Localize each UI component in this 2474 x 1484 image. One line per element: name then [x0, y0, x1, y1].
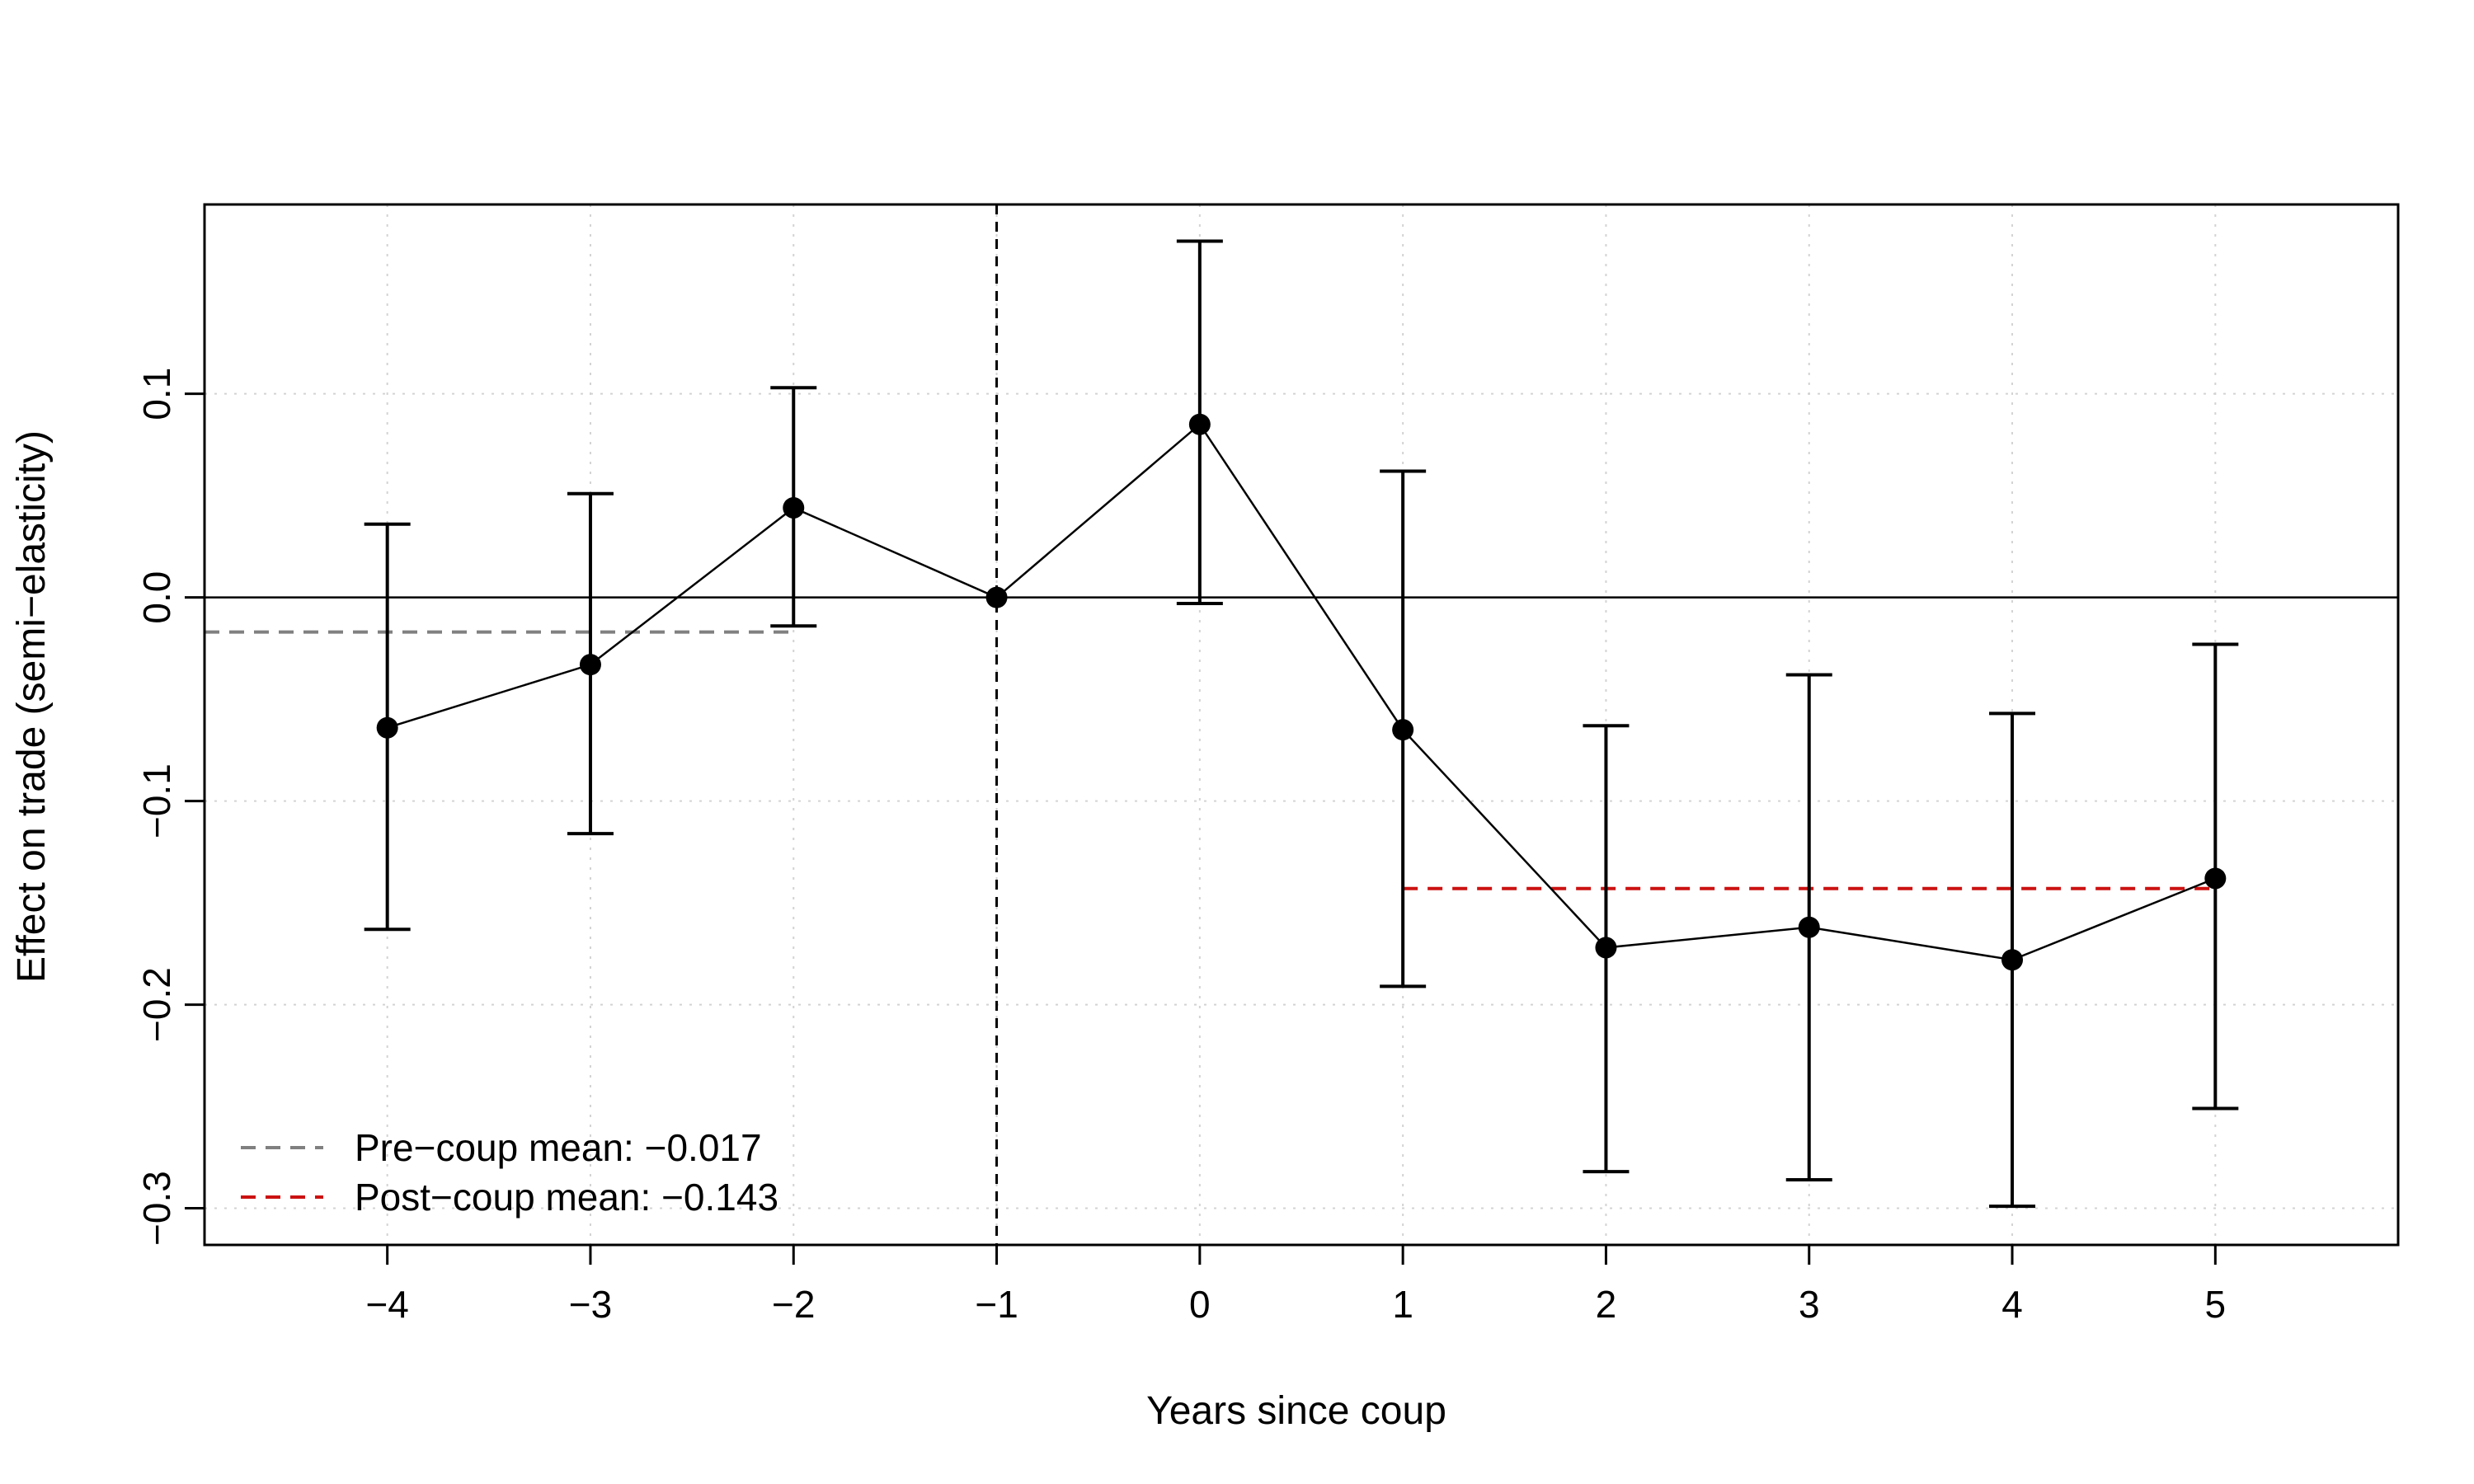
y-tick-label: 0.1	[135, 368, 178, 420]
data-point	[1392, 719, 1414, 741]
x-tick-label: 4	[2001, 1283, 2023, 1326]
data-point	[783, 496, 805, 519]
data-point	[1595, 937, 1617, 959]
x-tick-label: 0	[1189, 1283, 1211, 1326]
axes: −4 −3 −2 −1 0 1 2 3 4 5 −0.3 −0.2 −0.1 0.0 0.1	[135, 203, 2400, 1326]
x-tick-label: −1	[975, 1283, 1018, 1326]
data-point	[579, 654, 601, 676]
series-line	[387, 422, 2216, 961]
y-tick-label: 0.0	[135, 571, 178, 624]
x-tick-label: −4	[365, 1283, 408, 1326]
plot-frame	[203, 203, 2400, 1247]
data-point	[2204, 867, 2227, 890]
x-tick-label: 5	[2205, 1283, 2227, 1326]
grid-lines	[205, 204, 2398, 1245]
legend: Pre−coup mean: −0.017 Post−coup mean: −0.…	[241, 1126, 778, 1219]
legend-label-post-coup: Post−coup mean: −0.143	[355, 1176, 778, 1219]
y-axis-label: Effect on trade (semi−elasticity)	[10, 430, 54, 983]
data-point	[2001, 949, 2024, 971]
data-point	[985, 586, 1008, 608]
data-point	[376, 716, 398, 739]
x-axis-label: Years since coup	[1146, 1389, 1446, 1433]
x-tick-label: −3	[569, 1283, 612, 1326]
x-tick-label: −2	[772, 1283, 815, 1326]
legend-label-pre-coup: Pre−coup mean: −0.017	[355, 1126, 762, 1169]
x-tick-label: 3	[1799, 1283, 1820, 1326]
y-tick-label: −0.2	[135, 967, 178, 1042]
data-series	[364, 239, 2239, 1209]
x-tick-label: 1	[1392, 1283, 1413, 1326]
y-tick-label: −0.3	[135, 1171, 178, 1246]
reference-lines	[205, 204, 2398, 1245]
y-tick-label: −0.1	[135, 763, 178, 838]
x-tick-label: 2	[1596, 1283, 1617, 1326]
data-point	[1798, 916, 1820, 938]
data-point	[1188, 413, 1211, 435]
